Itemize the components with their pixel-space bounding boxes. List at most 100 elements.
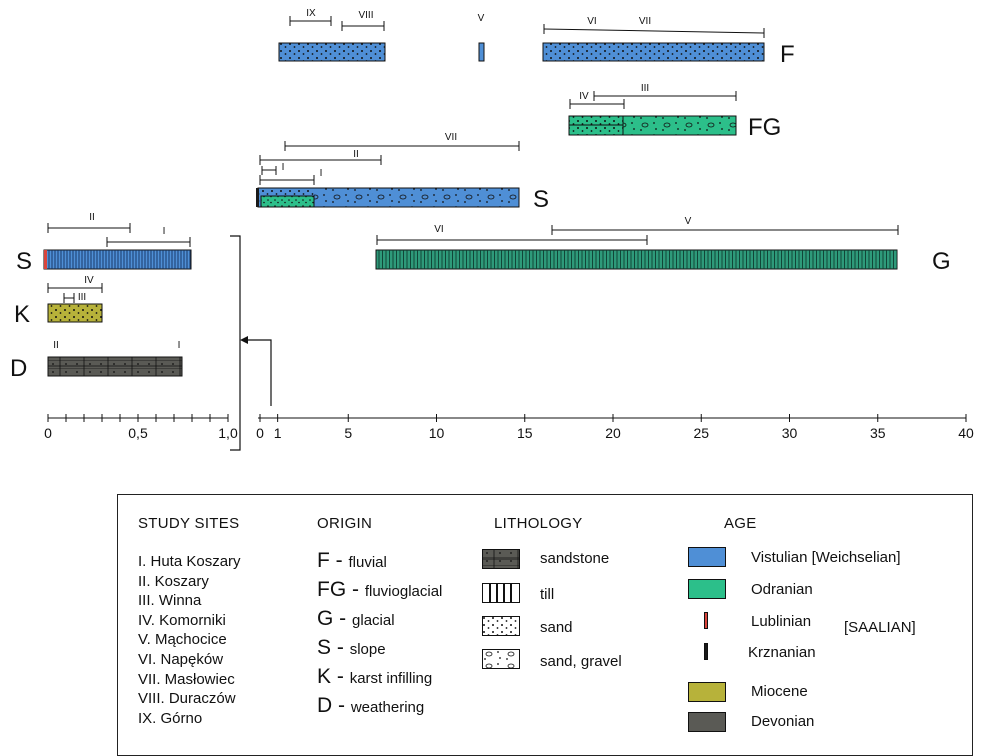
axis-tick-label: 1,0 (218, 425, 238, 441)
axis-tick-label: 20 (605, 425, 621, 441)
range-SL-II: II (47, 212, 131, 233)
origin-item: FG - fluvioglacial (317, 578, 443, 601)
range-label: I (163, 226, 166, 237)
range-label: II (89, 212, 95, 223)
origin-heading: ORIGIN (317, 515, 373, 532)
axis-tick-label: 0,5 (128, 425, 148, 441)
range-label: I (320, 168, 323, 179)
range-label-F-V: V (478, 13, 485, 24)
range-F-IX: IX (289, 8, 332, 26)
study-site: VII. Masłowiec (138, 670, 235, 688)
row-label-G: G (932, 248, 951, 275)
range-label: III (78, 292, 86, 303)
thickness-diagram: IX VIII V VI VII F III IV FG VII II I (10, 8, 974, 451)
range-label: VII (445, 132, 457, 143)
range-label: VI (587, 16, 596, 27)
bar-S-lublinian (44, 250, 47, 269)
legend-origin: ORIGIN F - fluvial FG - fluvioglacial G … (317, 515, 487, 735)
axis-tick-label: 25 (693, 425, 709, 441)
age-label: Devonian (751, 713, 815, 730)
range-label: I (282, 162, 285, 173)
sand-swatch-icon (482, 616, 520, 636)
range-label-D-I: I (178, 340, 181, 351)
krznanian-swatch (704, 643, 708, 660)
study-site: IX. Górno (138, 709, 203, 727)
saalian-bracket-label: [SAALIAN] (844, 619, 916, 636)
sand-gravel-swatch-icon (482, 649, 520, 669)
range-F-VI-VII: VI VII (543, 16, 765, 38)
range-G-VI: VI (376, 224, 648, 245)
range-label: VI (434, 224, 443, 235)
lithology-label: sandstone (540, 550, 610, 567)
axis-right: 0 1 5 10 15 20 25 30 35 40 (256, 414, 974, 441)
range-K-III: III (63, 292, 86, 303)
study-site: VIII. Duraczów (138, 690, 236, 708)
axis-tick-label: 0 (256, 425, 264, 441)
age-label: Vistulian [Weichselian] (751, 549, 901, 566)
range-label: VIII (358, 10, 373, 21)
origin-item: S - slope (317, 636, 386, 659)
range-G-V: V (551, 216, 899, 235)
study-site: III. Winna (138, 592, 202, 610)
origin-item: K - karst infilling (317, 665, 433, 688)
range-S-II: II (259, 149, 382, 165)
axis-tick-label: 35 (870, 425, 886, 441)
study-sites-heading: STUDY SITES (138, 515, 240, 532)
lithology-label: sand, gravel (540, 653, 622, 670)
age-label: Miocene (751, 683, 808, 700)
bar-F-V (478, 42, 485, 62)
lithology-label: till (540, 586, 555, 603)
arrow-head-icon (240, 336, 248, 344)
range-label: IV (579, 91, 589, 102)
range-label: VII (639, 16, 651, 27)
range-SL-I: I (106, 226, 191, 247)
axis-tick-label: 5 (344, 425, 352, 441)
origin-item: F - fluvial (317, 549, 387, 572)
study-site: VI. Napęków (138, 650, 224, 668)
row-label-K: K (14, 301, 30, 328)
axis-tick-label: 15 (517, 425, 533, 441)
devonian-swatch (688, 712, 726, 732)
range-FG-IV: IV (569, 91, 625, 109)
axis-tick-label: 40 (958, 425, 974, 441)
legend-age: AGE Vistulian [Weichselian] Odranian Lub… (686, 515, 971, 745)
study-site: II. Koszary (138, 572, 209, 590)
axis-tick-label: 10 (429, 425, 445, 441)
axis-tick-label: 1 (274, 425, 282, 441)
axis-tick-label: 30 (782, 425, 798, 441)
row-label-F: F (780, 41, 795, 68)
range-FG-III: III (593, 83, 737, 101)
vistulian-swatch (688, 547, 726, 567)
axis-left: 0 0,5 1,0 (44, 414, 238, 441)
range-F-VIII: VIII (341, 10, 385, 31)
age-label: Krznanian (748, 644, 816, 661)
row-label-S-right: S (533, 186, 549, 213)
legend-study-sites: STUDY SITES I. Huta Koszary II. Koszary … (138, 515, 241, 728)
lithology-label: sand (540, 619, 573, 636)
legend-box: STUDY SITES I. Huta Koszary II. Koszary … (117, 494, 973, 756)
inset-bracket (230, 235, 272, 451)
bar-S-krznanian (256, 188, 259, 207)
age-heading: AGE (724, 515, 757, 532)
range-S-VII: VII (284, 132, 520, 151)
study-site: I. Huta Koszary (138, 553, 241, 570)
age-label: Odranian (751, 581, 813, 598)
sandstone-swatch-icon (482, 549, 520, 569)
range-S-I: I (259, 168, 323, 185)
range-label: V (685, 216, 692, 227)
axis-tick-label: 0 (44, 425, 52, 441)
range-label: IX (306, 8, 316, 19)
range-label: III (641, 83, 649, 94)
legend-lithology: LITHOLOGY sandstone till sand sand, grav… (482, 515, 684, 715)
range-label: II (353, 149, 359, 160)
origin-item: D - weathering (317, 694, 425, 717)
lithology-heading: LITHOLOGY (494, 515, 583, 532)
row-label-FG: FG (748, 114, 781, 141)
lublinian-swatch (704, 612, 708, 629)
study-site: V. Mąchocice (138, 631, 227, 649)
row-label-S-left: S (16, 248, 32, 275)
age-label: Lublinian (751, 613, 812, 630)
origin-item: G - glacial (317, 607, 395, 630)
row-label-D: D (10, 355, 27, 382)
range-label: IV (84, 275, 94, 286)
